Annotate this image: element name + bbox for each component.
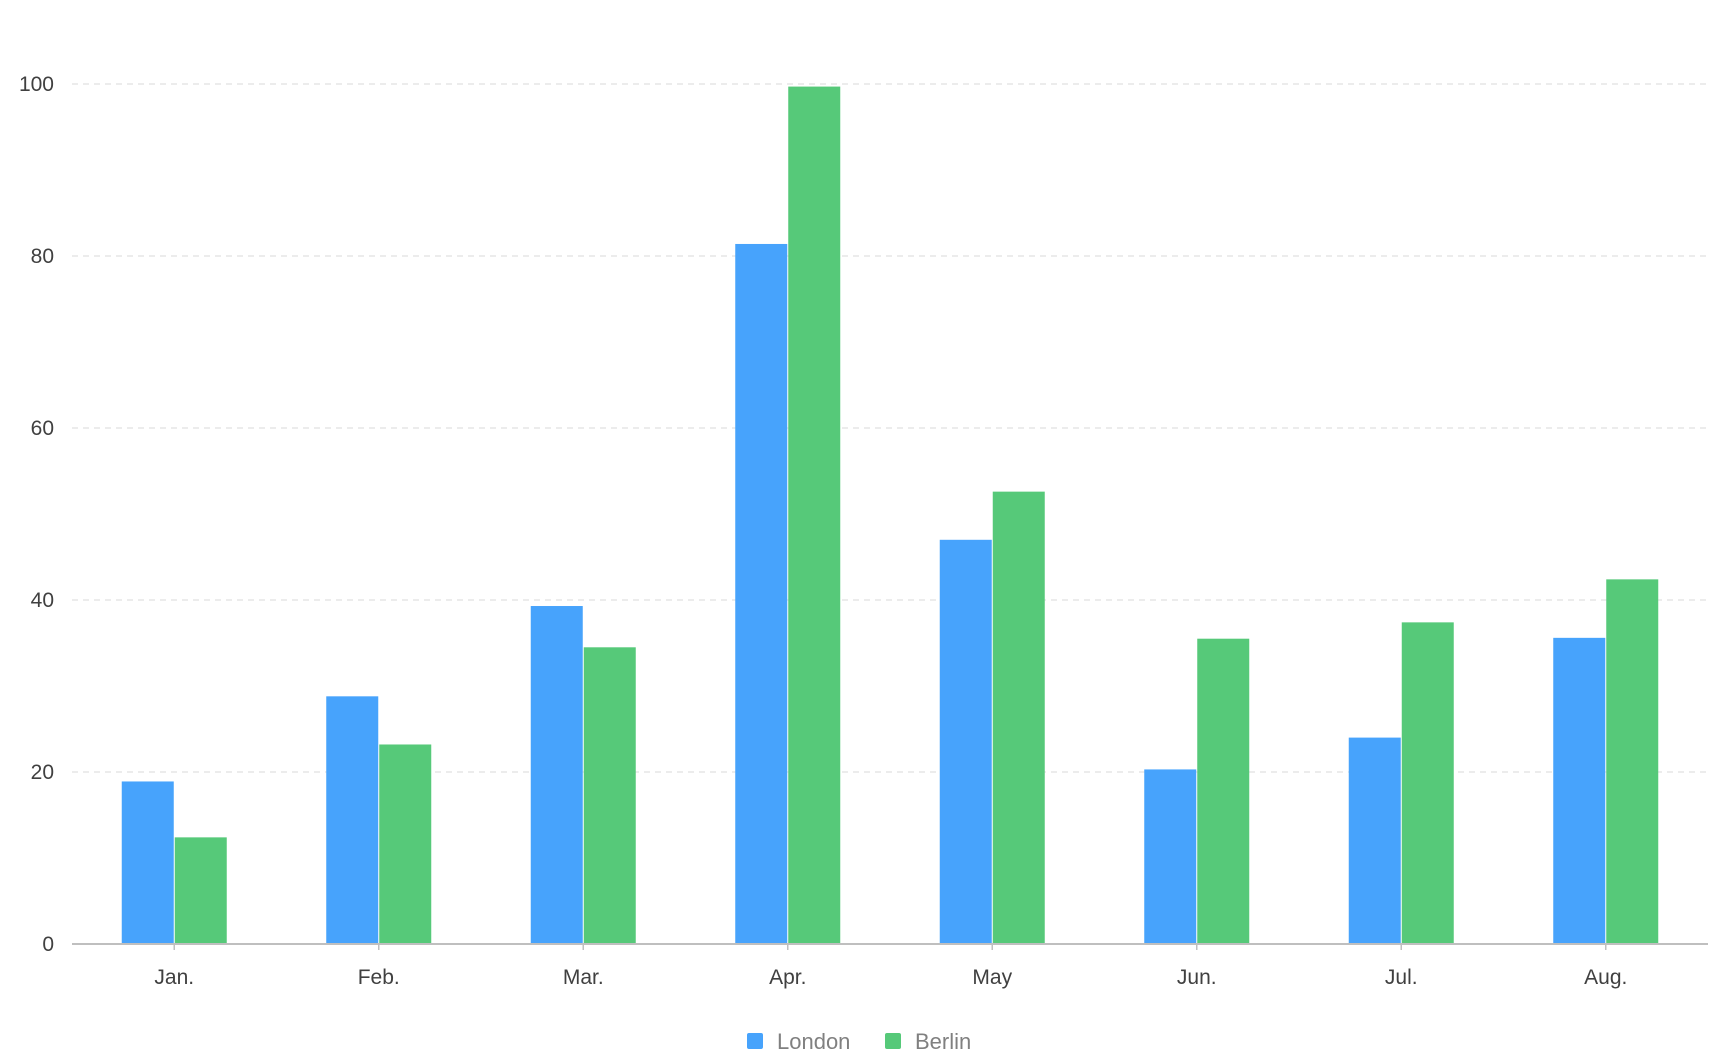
bar-london-apr[interactable] [735, 243, 788, 944]
y-tick-label: 20 [31, 761, 54, 784]
bar-berlin-may[interactable] [992, 491, 1045, 944]
legend-marker [885, 1033, 901, 1049]
x-tick-label: Aug. [1584, 966, 1627, 989]
y-axis-ticks: 0 20 40 60 80 100 [19, 73, 54, 956]
x-tick-label: Feb. [358, 966, 400, 989]
gridlines [72, 83, 1708, 773]
x-tick-label: Apr. [769, 966, 806, 989]
bar-london-mar[interactable] [530, 606, 583, 944]
bar-london-may[interactable] [939, 539, 992, 944]
bar-berlin-feb[interactable] [379, 744, 432, 944]
y-tick-label: 0 [42, 933, 54, 956]
bar-london-feb[interactable] [326, 696, 379, 944]
x-tick-label: Mar. [563, 966, 604, 989]
legend-label: Berlin [915, 1029, 971, 1054]
x-tick-label: Jan. [154, 966, 194, 989]
bar-berlin-apr[interactable] [788, 86, 841, 944]
y-tick-label: 100 [19, 73, 54, 96]
legend-label: London [777, 1029, 850, 1054]
bar-berlin-jun[interactable] [1197, 638, 1250, 944]
bar-london-jul[interactable] [1348, 737, 1401, 944]
x-axis-ticks: Jan. Feb. Mar. Apr. May Jun. Jul. Aug. [154, 944, 1627, 989]
bar-london-jun[interactable] [1144, 769, 1197, 944]
legend-item-london[interactable]: London [747, 1029, 850, 1054]
bars [121, 86, 1659, 944]
y-tick-label: 40 [31, 589, 54, 612]
bar-berlin-jul[interactable] [1401, 622, 1454, 944]
bar-london-aug[interactable] [1553, 637, 1606, 944]
y-tick-label: 60 [31, 417, 54, 440]
bar-london-jan[interactable] [121, 781, 174, 944]
bar-berlin-jan[interactable] [174, 837, 227, 944]
bar-berlin-aug[interactable] [1606, 579, 1659, 944]
x-tick-label: May [972, 966, 1012, 989]
y-tick-label: 80 [31, 245, 54, 268]
legend[interactable]: London Berlin [747, 1029, 971, 1054]
legend-marker [747, 1033, 763, 1049]
bar-berlin-mar[interactable] [583, 647, 636, 944]
x-tick-label: Jul. [1385, 966, 1418, 989]
legend-item-berlin[interactable]: Berlin [885, 1029, 971, 1054]
x-tick-label: Jun. [1177, 966, 1217, 989]
